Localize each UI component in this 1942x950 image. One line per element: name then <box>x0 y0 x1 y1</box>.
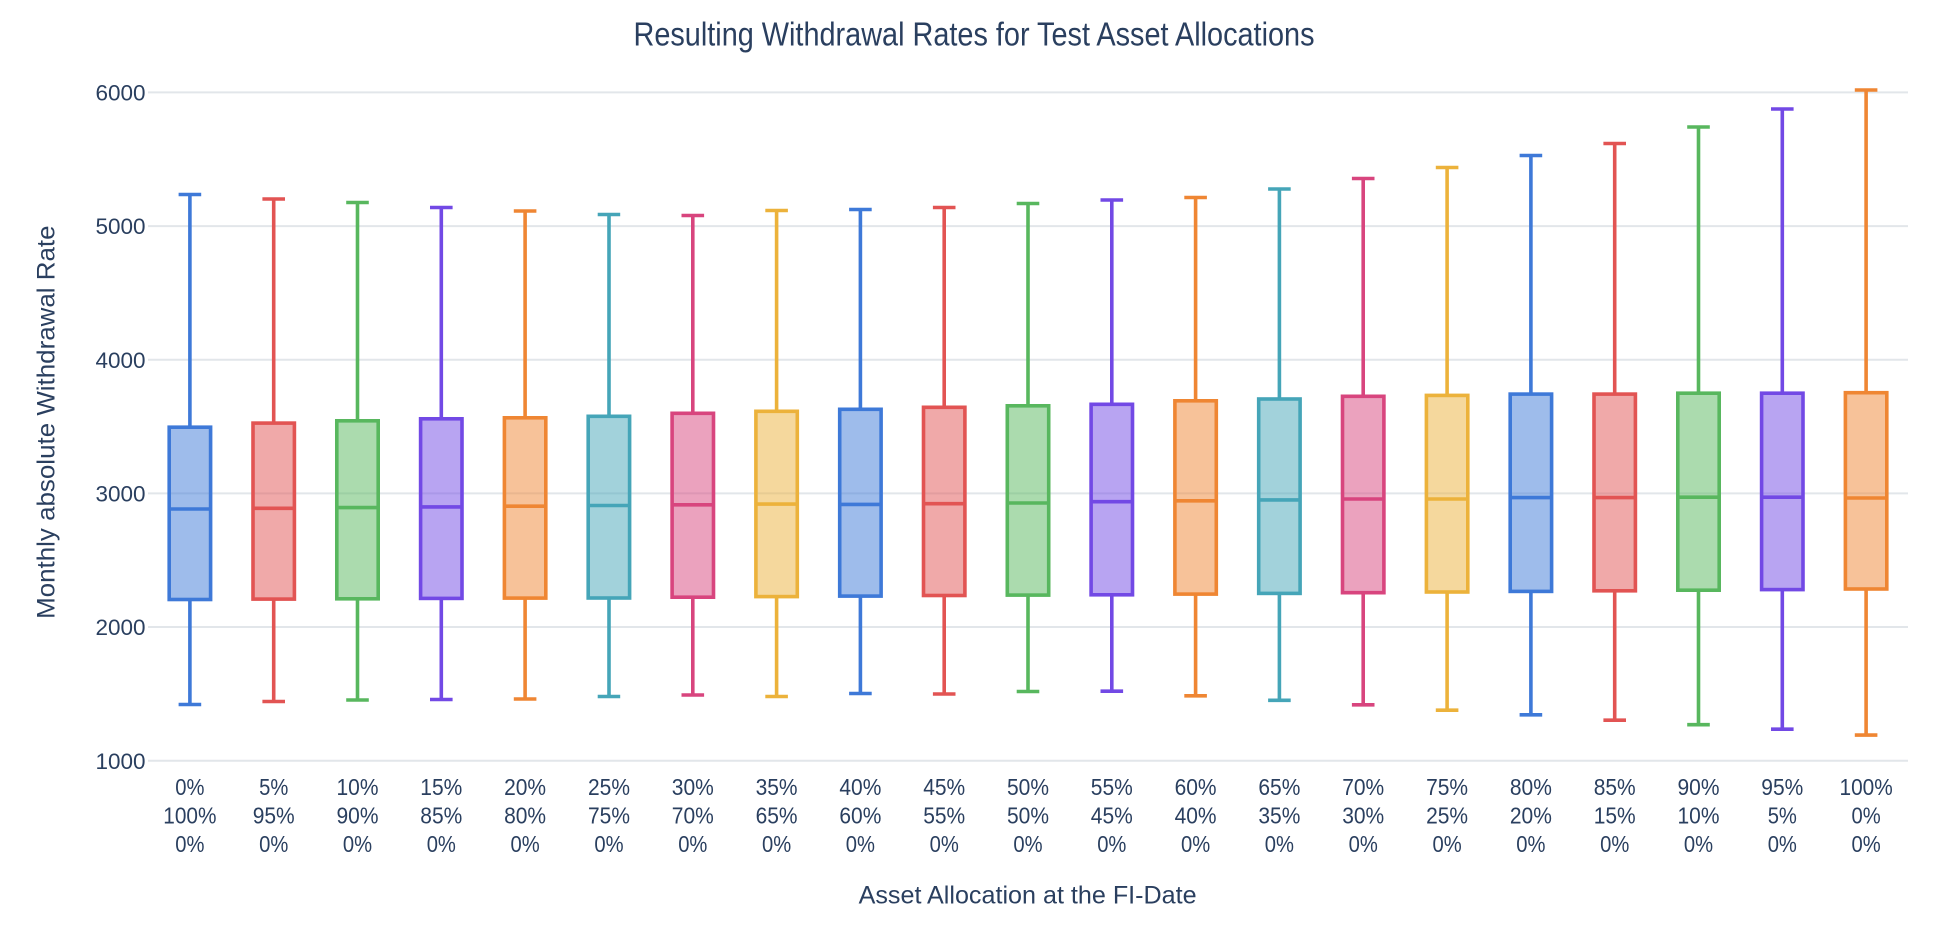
svg-text:0%: 0% <box>1852 803 1881 829</box>
svg-text:25%: 25% <box>588 774 630 800</box>
svg-text:15%: 15% <box>1594 803 1636 829</box>
svg-text:0%: 0% <box>1265 831 1294 857</box>
svg-text:0%: 0% <box>930 831 959 857</box>
svg-text:Asset Allocation at the FI-Dat: Asset Allocation at the FI-Date <box>859 881 1197 909</box>
svg-text:0%: 0% <box>762 831 791 857</box>
svg-text:65%: 65% <box>1258 774 1300 800</box>
svg-text:100%: 100% <box>163 803 216 829</box>
svg-text:60%: 60% <box>839 803 881 829</box>
svg-text:70%: 70% <box>1342 774 1384 800</box>
svg-text:15%: 15% <box>420 774 462 800</box>
svg-text:30%: 30% <box>1342 803 1384 829</box>
svg-text:5000: 5000 <box>95 214 145 239</box>
svg-text:0%: 0% <box>1852 831 1881 857</box>
svg-text:0%: 0% <box>175 831 204 857</box>
svg-text:10%: 10% <box>337 774 379 800</box>
svg-text:0%: 0% <box>1097 831 1126 857</box>
svg-text:2000: 2000 <box>95 615 145 640</box>
svg-text:1000: 1000 <box>95 749 145 774</box>
svg-text:3000: 3000 <box>95 482 145 507</box>
svg-text:0%: 0% <box>1600 831 1629 857</box>
svg-text:85%: 85% <box>1594 774 1636 800</box>
svg-text:35%: 35% <box>1258 803 1300 829</box>
svg-text:55%: 55% <box>1091 774 1133 800</box>
svg-text:5%: 5% <box>1768 803 1797 829</box>
svg-text:0%: 0% <box>1433 831 1462 857</box>
svg-text:70%: 70% <box>672 803 714 829</box>
svg-text:0%: 0% <box>1516 831 1545 857</box>
svg-text:40%: 40% <box>839 774 881 800</box>
svg-text:95%: 95% <box>1761 774 1803 800</box>
svg-text:40%: 40% <box>1175 803 1217 829</box>
svg-text:75%: 75% <box>1426 774 1468 800</box>
svg-text:20%: 20% <box>504 774 546 800</box>
svg-text:80%: 80% <box>1510 774 1552 800</box>
svg-text:0%: 0% <box>1013 831 1042 857</box>
svg-text:0%: 0% <box>1768 831 1797 857</box>
svg-text:0%: 0% <box>427 831 456 857</box>
svg-text:30%: 30% <box>672 774 714 800</box>
svg-text:6000: 6000 <box>95 81 145 106</box>
svg-text:45%: 45% <box>923 774 965 800</box>
svg-text:4000: 4000 <box>95 348 145 373</box>
svg-text:20%: 20% <box>1510 803 1552 829</box>
svg-text:0%: 0% <box>846 831 875 857</box>
svg-text:65%: 65% <box>756 803 798 829</box>
svg-text:50%: 50% <box>1007 774 1049 800</box>
svg-text:95%: 95% <box>253 803 295 829</box>
svg-text:Resulting Withdrawal Rates for: Resulting Withdrawal Rates for Test Asse… <box>634 15 1315 52</box>
svg-text:90%: 90% <box>337 803 379 829</box>
svg-text:75%: 75% <box>588 803 630 829</box>
svg-text:80%: 80% <box>504 803 546 829</box>
svg-text:25%: 25% <box>1426 803 1468 829</box>
svg-text:55%: 55% <box>923 803 965 829</box>
svg-text:0%: 0% <box>594 831 623 857</box>
svg-text:5%: 5% <box>259 774 288 800</box>
svg-text:100%: 100% <box>1840 774 1893 800</box>
svg-text:85%: 85% <box>420 803 462 829</box>
svg-text:0%: 0% <box>1181 831 1210 857</box>
svg-text:0%: 0% <box>1349 831 1378 857</box>
svg-text:0%: 0% <box>175 774 204 800</box>
svg-text:45%: 45% <box>1091 803 1133 829</box>
svg-text:35%: 35% <box>756 774 798 800</box>
svg-text:0%: 0% <box>343 831 372 857</box>
svg-text:60%: 60% <box>1175 774 1217 800</box>
svg-text:0%: 0% <box>511 831 540 857</box>
svg-text:Monthly absolute Withdrawal Ra: Monthly absolute Withdrawal Rate <box>33 225 61 619</box>
svg-text:50%: 50% <box>1007 803 1049 829</box>
svg-text:10%: 10% <box>1678 803 1720 829</box>
svg-text:0%: 0% <box>678 831 707 857</box>
svg-text:0%: 0% <box>259 831 288 857</box>
svg-text:0%: 0% <box>1684 831 1713 857</box>
svg-text:90%: 90% <box>1678 774 1720 800</box>
